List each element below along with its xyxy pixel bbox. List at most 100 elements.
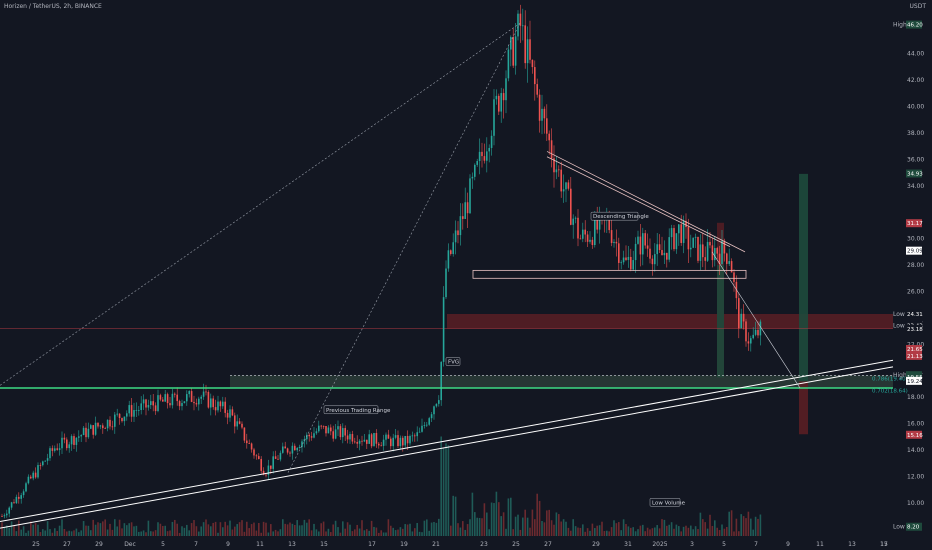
candle-body xyxy=(426,424,428,426)
candle-body xyxy=(430,414,433,419)
volume-bar xyxy=(193,520,195,536)
volume-bar xyxy=(728,511,730,536)
price-tag-label: Low xyxy=(893,524,905,531)
candle-body xyxy=(392,437,394,447)
candle-body xyxy=(70,436,73,445)
volume-bar xyxy=(474,512,476,536)
volume-bar xyxy=(334,520,337,536)
candle-body xyxy=(193,401,195,404)
candle-body xyxy=(471,176,474,179)
volume-bar xyxy=(138,531,140,536)
volume-bar xyxy=(51,532,54,536)
candle-body xyxy=(728,261,730,264)
volume-bar xyxy=(342,521,344,536)
candle-body xyxy=(428,418,430,425)
candle-body xyxy=(522,25,524,27)
volume-bar xyxy=(745,518,747,536)
volume-bar xyxy=(246,521,248,536)
candle-body xyxy=(757,329,759,336)
candle-body xyxy=(126,413,128,417)
volume-bar xyxy=(534,519,536,536)
candle-body xyxy=(102,425,104,429)
x-tick-label: 17 xyxy=(880,541,888,548)
candle-body xyxy=(404,435,406,446)
volume-bar xyxy=(678,526,680,536)
volume-bar xyxy=(308,519,310,536)
candle-body xyxy=(277,458,279,460)
candle-body xyxy=(140,403,142,410)
volume-bar xyxy=(277,531,279,536)
volume-bar xyxy=(1,522,3,536)
candle-body xyxy=(704,257,706,261)
candle-body xyxy=(738,298,740,329)
volume-bar xyxy=(102,521,104,536)
volume-bar xyxy=(121,528,123,536)
triangle-upper-1 xyxy=(546,156,731,247)
candle-body xyxy=(135,410,138,411)
volume-bar xyxy=(471,492,474,536)
volume-bar xyxy=(289,522,291,536)
volume-bar xyxy=(574,526,577,536)
candle-body xyxy=(97,422,99,427)
candle-body xyxy=(334,429,337,439)
candle-body xyxy=(622,257,625,263)
green-bar-zone xyxy=(717,265,724,378)
candle-body xyxy=(514,36,517,66)
candle-body xyxy=(219,401,222,407)
volume-bar xyxy=(219,522,222,536)
price-tag-bg xyxy=(906,20,922,29)
candle-body xyxy=(322,425,325,427)
volume-bar xyxy=(718,530,721,536)
volume-bar xyxy=(450,525,452,536)
candle-body xyxy=(409,435,411,444)
candle-body xyxy=(176,394,178,402)
volume-bar xyxy=(80,530,82,536)
candle-body xyxy=(260,458,262,471)
volume-bar xyxy=(90,530,92,536)
candle-body xyxy=(673,228,675,250)
volume-bar xyxy=(440,436,442,536)
candle-body xyxy=(226,412,229,418)
volume-bar xyxy=(310,530,313,536)
price-tag: 23.18 xyxy=(906,324,923,333)
price-tag-bg xyxy=(906,309,922,318)
volume-bar xyxy=(714,520,716,536)
volume-bar xyxy=(706,528,709,536)
candle-body xyxy=(560,169,562,192)
candle-body xyxy=(584,229,586,235)
candle-body xyxy=(447,250,450,269)
candle-body xyxy=(284,446,286,449)
candle-body xyxy=(75,437,78,445)
volume-bar xyxy=(339,532,342,536)
candle-body xyxy=(183,401,186,404)
candle-body xyxy=(255,455,258,457)
candle-body xyxy=(651,258,654,265)
volume-bar xyxy=(646,527,649,536)
volume-bar xyxy=(130,522,133,536)
candle-body xyxy=(133,410,135,417)
candle-body xyxy=(675,233,678,250)
candle-body xyxy=(742,313,745,322)
volume-bar xyxy=(601,521,603,536)
volume-bar xyxy=(267,532,270,536)
volume-bar xyxy=(512,529,514,536)
volume-bar xyxy=(553,524,555,536)
candle-body xyxy=(157,395,159,412)
volume-bar xyxy=(418,531,421,536)
previous-trading-range-label: Previous Trading Range xyxy=(323,405,391,414)
candle-body xyxy=(104,428,106,429)
candle-body xyxy=(382,439,385,446)
volume-bar xyxy=(330,532,332,536)
volume-bar xyxy=(572,519,574,536)
candle-body xyxy=(114,414,116,427)
candle-body xyxy=(562,189,565,192)
volume-bar xyxy=(97,522,99,536)
candle-body xyxy=(212,398,214,408)
volume-bar xyxy=(596,525,598,536)
candle-body xyxy=(73,436,75,445)
volume-bar xyxy=(603,531,606,536)
candle-body xyxy=(498,95,500,112)
volume-bar xyxy=(370,520,373,536)
